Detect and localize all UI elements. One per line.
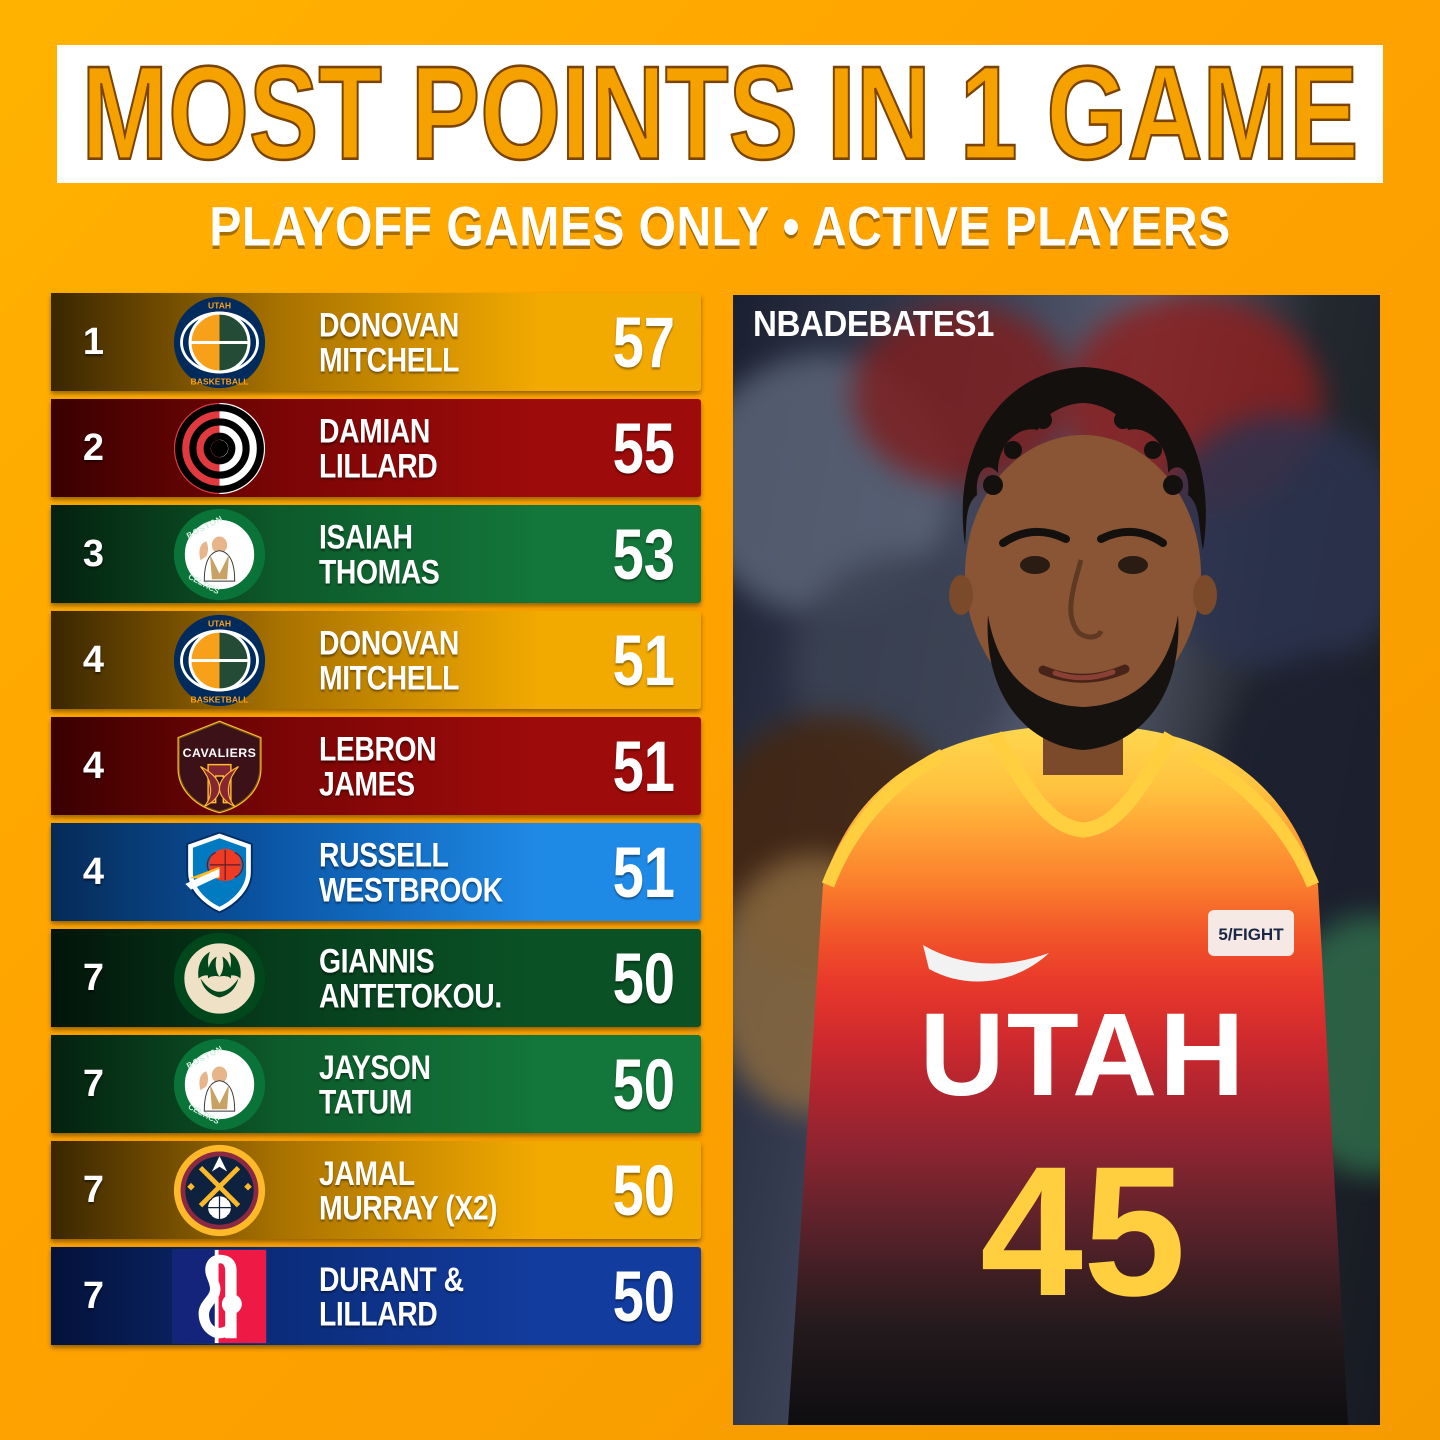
svg-text:BASKETBALL: BASKETBALL [190, 694, 248, 704]
svg-text:UTAH: UTAH [207, 618, 230, 628]
svg-text:UTAH: UTAH [207, 300, 230, 310]
svg-text:45: 45 [980, 1129, 1186, 1335]
svg-text:5/FIGHT: 5/FIGHT [1218, 925, 1284, 944]
svg-text:UTAH: UTAH [920, 989, 1247, 1121]
svg-text:BASKETBALL: BASKETBALL [190, 376, 248, 386]
svg-text:CAVALIERS: CAVALIERS [182, 746, 256, 760]
